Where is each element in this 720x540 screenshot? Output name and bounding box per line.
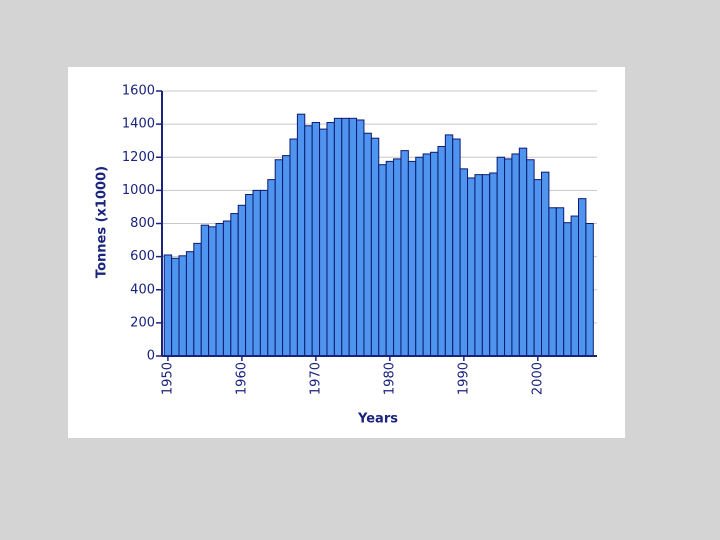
bar bbox=[437, 145, 446, 357]
bar bbox=[252, 189, 261, 357]
bar bbox=[393, 158, 402, 357]
bar bbox=[259, 189, 269, 357]
bar bbox=[415, 156, 424, 357]
bar bbox=[230, 213, 239, 357]
bar bbox=[356, 119, 365, 357]
y-tick-label: 400 bbox=[130, 282, 155, 297]
bar bbox=[585, 223, 594, 357]
bar bbox=[319, 128, 328, 357]
x-tick-label: 1980 bbox=[382, 362, 397, 395]
y-tick-label: 1200 bbox=[122, 150, 155, 165]
bar bbox=[289, 138, 298, 357]
y-tick-label: 1400 bbox=[122, 117, 155, 132]
bar bbox=[341, 117, 350, 357]
bar bbox=[311, 121, 321, 357]
bar bbox=[407, 160, 417, 357]
bar bbox=[282, 155, 291, 357]
bar bbox=[548, 207, 557, 357]
y-tick-label: 0 bbox=[147, 349, 155, 364]
bar bbox=[400, 150, 409, 357]
y-tick-label: 1000 bbox=[122, 183, 155, 198]
bar bbox=[200, 224, 210, 357]
bar bbox=[459, 168, 469, 357]
bar bbox=[185, 251, 195, 357]
bar bbox=[504, 158, 513, 357]
bar bbox=[526, 159, 535, 357]
bar bbox=[578, 198, 587, 357]
bar bbox=[274, 159, 284, 357]
bar bbox=[296, 113, 306, 357]
bar bbox=[171, 257, 180, 357]
bar bbox=[267, 179, 276, 357]
bar bbox=[541, 171, 550, 357]
bar bbox=[496, 156, 506, 357]
bar bbox=[163, 254, 173, 357]
bar bbox=[563, 222, 572, 357]
bar bbox=[555, 207, 565, 357]
bar bbox=[326, 121, 335, 357]
bar bbox=[422, 153, 432, 357]
y-axis-label: Tonnes (x1000) bbox=[95, 166, 110, 278]
bar bbox=[467, 177, 476, 357]
bar bbox=[208, 226, 217, 357]
bar bbox=[378, 164, 387, 357]
bar bbox=[245, 194, 254, 357]
bar bbox=[348, 117, 358, 357]
bar bbox=[193, 242, 202, 357]
x-tick-label: 1950 bbox=[160, 362, 175, 395]
y-tick-label: 200 bbox=[130, 315, 155, 330]
y-tick-label: 1600 bbox=[122, 84, 155, 99]
bar bbox=[474, 174, 483, 357]
bar bbox=[452, 138, 461, 357]
bar bbox=[333, 117, 343, 357]
bar bbox=[222, 220, 232, 357]
x-tick-label: 1970 bbox=[308, 362, 323, 395]
bar bbox=[489, 172, 498, 357]
y-tick-label: 600 bbox=[130, 249, 155, 264]
bar bbox=[385, 160, 395, 357]
x-tick-label: 1960 bbox=[234, 362, 249, 395]
x-axis-label: Years bbox=[357, 412, 398, 427]
x-tick-label: 2000 bbox=[530, 362, 545, 395]
bar bbox=[304, 125, 313, 357]
y-tick-label: 800 bbox=[130, 216, 155, 231]
bar bbox=[570, 215, 580, 357]
bar bbox=[533, 179, 543, 357]
bar bbox=[237, 204, 247, 357]
bar bbox=[430, 151, 439, 357]
x-tick-label: 1990 bbox=[456, 362, 471, 395]
bar bbox=[370, 137, 380, 357]
bar bbox=[481, 174, 491, 357]
bar bbox=[444, 134, 454, 357]
bar bbox=[511, 153, 520, 357]
bar bbox=[178, 255, 187, 357]
bar bbox=[518, 147, 528, 357]
bar bbox=[215, 223, 224, 357]
bar bbox=[363, 132, 372, 357]
